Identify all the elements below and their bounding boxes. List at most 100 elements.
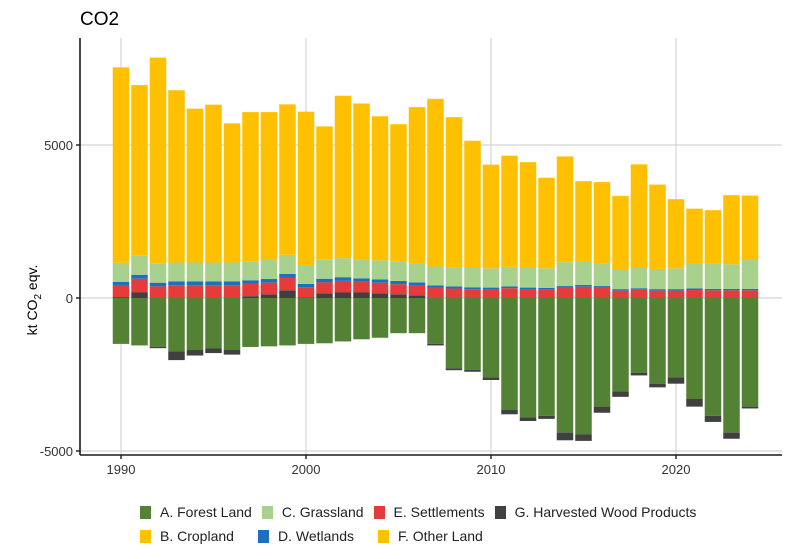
bar-segment-c-grassland-2011 xyxy=(501,266,518,287)
bar-segment-b-cropland-1990 xyxy=(112,67,130,263)
legend-label: G. Harvested Wood Products xyxy=(514,504,697,520)
bar-segment-b-cropland-2000 xyxy=(297,111,315,265)
bar-segment-c-grassland-1999 xyxy=(279,254,296,274)
y-tick-label: -5000 xyxy=(40,444,73,459)
bar-segment-c-grassland-2004 xyxy=(371,260,389,280)
bar-segment-g-harvested-wood-products-1990 xyxy=(112,297,130,298)
legend-swatch xyxy=(373,505,385,519)
bar-segment-e-settlements-1998 xyxy=(260,282,278,295)
bar-segment-g-harvested-wood-products-2021 xyxy=(686,398,703,407)
bar-segment-d-wetlands-2006 xyxy=(408,282,426,286)
bar-segment-e-settlements-1992 xyxy=(149,286,167,298)
x-tick-label: 2000 xyxy=(292,462,321,477)
bar-segment-g-harvested-wood-products-1999 xyxy=(279,290,296,298)
bar-segment-d-wetlands-2011 xyxy=(501,286,518,289)
bar-segment-g-harvested-wood-products-1993 xyxy=(168,351,185,361)
bar-segment-a-forest-land-1999 xyxy=(279,298,296,346)
bar-segment-c-grassland-2003 xyxy=(353,259,370,279)
bar-segment-a-forest-land-2016 xyxy=(593,298,611,407)
bar-segment-g-harvested-wood-products-2014 xyxy=(556,432,574,441)
bars-group xyxy=(112,57,759,441)
bar-segment-d-wetlands-1996 xyxy=(223,281,241,286)
bar-segment-b-cropland-2024 xyxy=(741,195,759,261)
bar-segment-g-harvested-wood-products-2004 xyxy=(371,293,389,298)
bar-segment-a-forest-land-2002 xyxy=(334,298,352,342)
legend-swatch xyxy=(258,529,269,543)
legend-label: F. Other Land xyxy=(398,528,483,544)
bar-segment-e-settlements-2000 xyxy=(297,287,315,298)
bar-segment-g-harvested-wood-products-1997 xyxy=(242,296,259,298)
bar-segment-a-forest-land-2019 xyxy=(649,298,666,384)
bar-segment-b-cropland-1996 xyxy=(223,123,241,263)
bar-segment-a-forest-land-2003 xyxy=(353,298,370,340)
bar-segment-e-settlements-2007 xyxy=(427,287,444,298)
bar-segment-c-grassland-2000 xyxy=(297,264,315,284)
bar-segment-d-wetlands-2003 xyxy=(353,278,370,282)
bar-segment-e-settlements-2020 xyxy=(667,290,685,298)
bar-segment-g-harvested-wood-products-2006 xyxy=(408,295,426,298)
bar-segment-a-forest-land-2022 xyxy=(704,298,722,416)
bar-segment-b-cropland-2023 xyxy=(723,195,740,265)
y-tick-label: 5000 xyxy=(44,138,73,153)
bar-segment-e-settlements-2013 xyxy=(538,289,555,298)
bar-segment-e-settlements-2008 xyxy=(445,288,463,298)
x-tick-label: 2010 xyxy=(477,462,506,477)
legend-label: B. Cropland xyxy=(160,528,234,544)
bar-segment-g-harvested-wood-products-1996 xyxy=(223,350,241,355)
bar-segment-c-grassland-1997 xyxy=(242,261,259,281)
bar-segment-g-harvested-wood-products-2010 xyxy=(482,377,500,381)
x-tick-label: 2020 xyxy=(662,462,691,477)
bar-segment-e-settlements-2019 xyxy=(649,290,666,298)
bar-segment-c-grassland-2018 xyxy=(630,268,648,289)
bar-segment-a-forest-land-1991 xyxy=(131,298,148,346)
bar-segment-b-cropland-2015 xyxy=(575,181,592,261)
bar-segment-b-cropland-2011 xyxy=(501,156,518,267)
bar-segment-g-harvested-wood-products-2013 xyxy=(538,415,555,419)
bar-segment-g-harvested-wood-products-2018 xyxy=(630,372,648,376)
legend-item-other-land: F. Other Land xyxy=(378,528,483,544)
bar-segment-c-grassland-1993 xyxy=(168,262,185,282)
bar-segment-d-wetlands-1991 xyxy=(131,274,148,279)
bar-segment-d-wetlands-1998 xyxy=(260,279,278,283)
bar-segment-e-settlements-2023 xyxy=(723,290,740,298)
bar-segment-e-settlements-2002 xyxy=(334,280,352,293)
bar-segment-c-grassland-1998 xyxy=(260,260,278,280)
bar-segment-a-forest-land-1996 xyxy=(223,298,241,351)
bar-segment-e-settlements-2010 xyxy=(482,289,500,298)
bar-segment-e-settlements-2016 xyxy=(593,287,611,298)
bar-segment-g-harvested-wood-products-1994 xyxy=(186,350,204,356)
bar-segment-a-forest-land-1997 xyxy=(242,298,259,347)
bar-segment-c-grassland-1992 xyxy=(149,263,167,283)
bar-segment-e-settlements-2018 xyxy=(630,289,648,298)
bar-segment-c-grassland-2017 xyxy=(612,269,629,290)
bar-segment-e-settlements-1996 xyxy=(223,285,241,298)
bar-segment-g-harvested-wood-products-2012 xyxy=(519,417,537,422)
bar-segment-a-forest-land-2023 xyxy=(723,298,740,433)
bar-segment-g-harvested-wood-products-1992 xyxy=(149,346,167,349)
bar-segment-d-wetlands-2024 xyxy=(741,288,759,291)
bar-segment-d-wetlands-2023 xyxy=(723,288,740,291)
bar-segment-a-forest-land-1992 xyxy=(149,298,167,347)
bar-segment-c-grassland-2019 xyxy=(649,268,666,290)
bar-segment-e-settlements-1999 xyxy=(279,277,296,291)
bar-segment-a-forest-land-2004 xyxy=(371,298,389,338)
legend-item-cropland: B. Cropland xyxy=(140,528,246,544)
bar-segment-a-forest-land-1990 xyxy=(112,298,130,344)
bar-segment-e-settlements-2012 xyxy=(519,289,537,298)
bar-segment-d-wetlands-1994 xyxy=(186,281,204,286)
bar-segment-b-cropland-2018 xyxy=(630,164,648,269)
bar-segment-e-settlements-1991 xyxy=(131,278,148,293)
bar-segment-d-wetlands-2014 xyxy=(556,286,574,288)
bar-segment-d-wetlands-2022 xyxy=(704,288,722,291)
bar-segment-a-forest-land-2006 xyxy=(408,298,426,334)
bar-segment-e-settlements-2024 xyxy=(741,290,759,298)
legend-label: A. Forest Land xyxy=(160,504,252,520)
bar-segment-c-grassland-2005 xyxy=(390,261,407,281)
bar-segment-a-forest-land-2013 xyxy=(538,298,555,416)
bar-segment-g-harvested-wood-products-2009 xyxy=(464,369,481,372)
bar-segment-b-cropland-1995 xyxy=(205,104,222,263)
bar-segment-a-forest-land-2011 xyxy=(501,298,518,410)
bar-segment-g-harvested-wood-products-2017 xyxy=(612,391,629,397)
bar-segment-d-wetlands-2004 xyxy=(371,279,389,283)
bar-segment-c-grassland-1996 xyxy=(223,262,241,282)
